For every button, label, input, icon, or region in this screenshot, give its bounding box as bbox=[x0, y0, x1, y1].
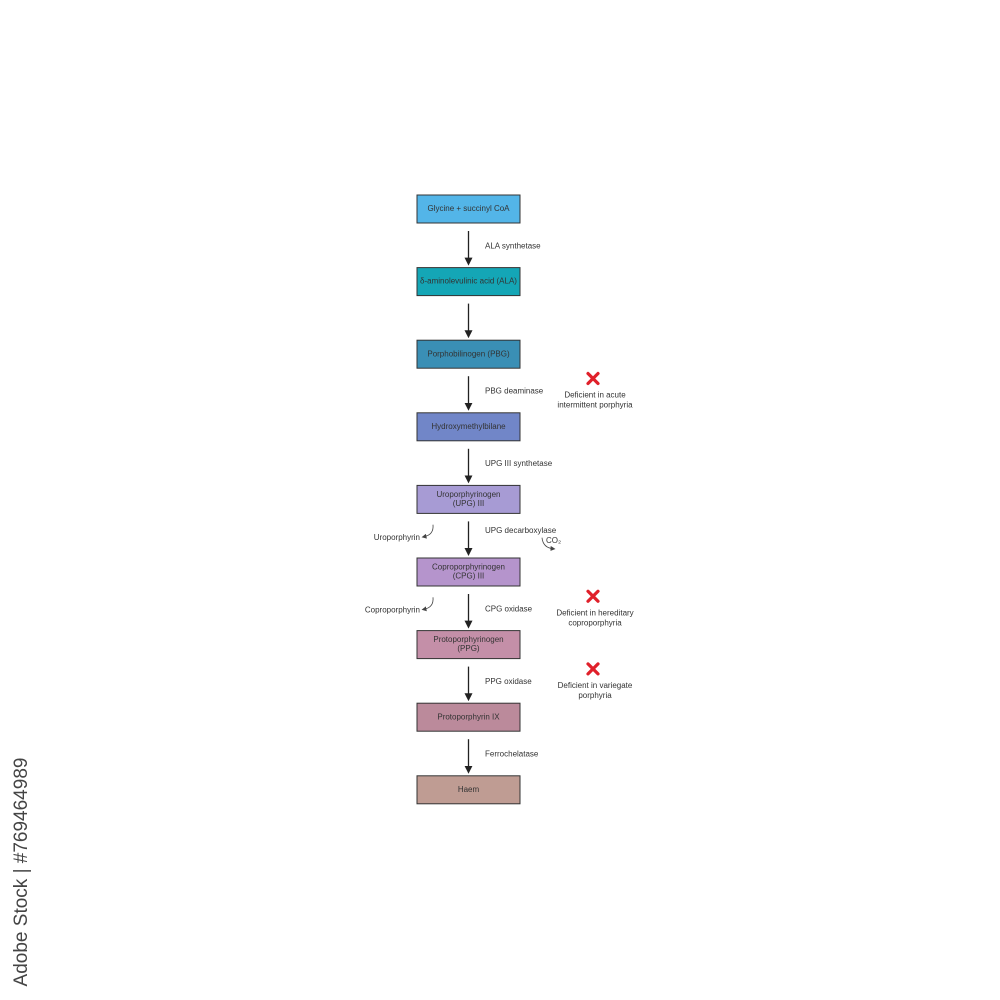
enzyme-label: PPG oxidase bbox=[485, 677, 532, 686]
side-product: Coproporphyrin bbox=[365, 605, 420, 614]
deficiency-label: Deficient in acute bbox=[564, 391, 626, 400]
step-label: Hydroxymethylbilane bbox=[431, 422, 506, 431]
step-label: δ-aminolevulinic acid (ALA) bbox=[420, 277, 517, 286]
byproduct: CO₂ bbox=[546, 536, 561, 545]
step-box bbox=[416, 412, 521, 442]
deficiency-label: Deficient in hereditary bbox=[556, 608, 633, 617]
enzyme-label: CPG oxidase bbox=[485, 604, 533, 613]
step-box bbox=[416, 194, 521, 224]
step-label: Uroporphyrinogen bbox=[436, 490, 500, 499]
deficiency-label: Deficient in variegate bbox=[558, 681, 633, 690]
enzyme-label: UPG decarboxylase bbox=[485, 526, 557, 535]
step-label: Protoporphyrin IX bbox=[437, 712, 500, 721]
enzyme-label: PBG deaminase bbox=[485, 387, 544, 396]
step-label: Glycine + succinyl CoA bbox=[427, 204, 510, 213]
deficiency-label: porphyria bbox=[578, 691, 612, 700]
side-arrow bbox=[541, 537, 556, 551]
step-box bbox=[416, 267, 521, 297]
enzyme-label: ALA synthetase bbox=[485, 241, 541, 250]
deficiency-mark bbox=[586, 371, 600, 386]
deficiency-mark bbox=[586, 589, 600, 603]
step-box bbox=[416, 557, 521, 587]
deficiency-mark bbox=[586, 662, 600, 676]
enzyme-label: Ferrochelatase bbox=[485, 750, 539, 759]
step-box bbox=[416, 702, 521, 732]
step-label: Porphobilinogen (PBG) bbox=[427, 349, 510, 358]
step-label: (PPG) bbox=[457, 644, 480, 653]
step-box bbox=[416, 630, 521, 660]
side-product: Uroporphyrin bbox=[374, 533, 420, 542]
enzyme-label: UPG III synthetase bbox=[485, 459, 553, 468]
step-label: Coproporphyrinogen bbox=[432, 563, 505, 572]
step-label: (UPG) III bbox=[453, 499, 485, 508]
step-box bbox=[416, 775, 521, 805]
deficiency-label: intermittent porphyria bbox=[557, 401, 633, 410]
step-label: Haem bbox=[458, 785, 480, 794]
step-label: (CPG) III bbox=[453, 572, 485, 581]
step-box bbox=[416, 339, 521, 369]
step-label: Protoporphyrinogen bbox=[433, 635, 503, 644]
side-arrow bbox=[421, 597, 434, 612]
deficiency-label: coproporphyria bbox=[568, 618, 622, 627]
side-arrow bbox=[421, 524, 434, 539]
watermark: Adobe Stock | #769464989 bbox=[11, 758, 32, 987]
step-box bbox=[416, 484, 521, 514]
